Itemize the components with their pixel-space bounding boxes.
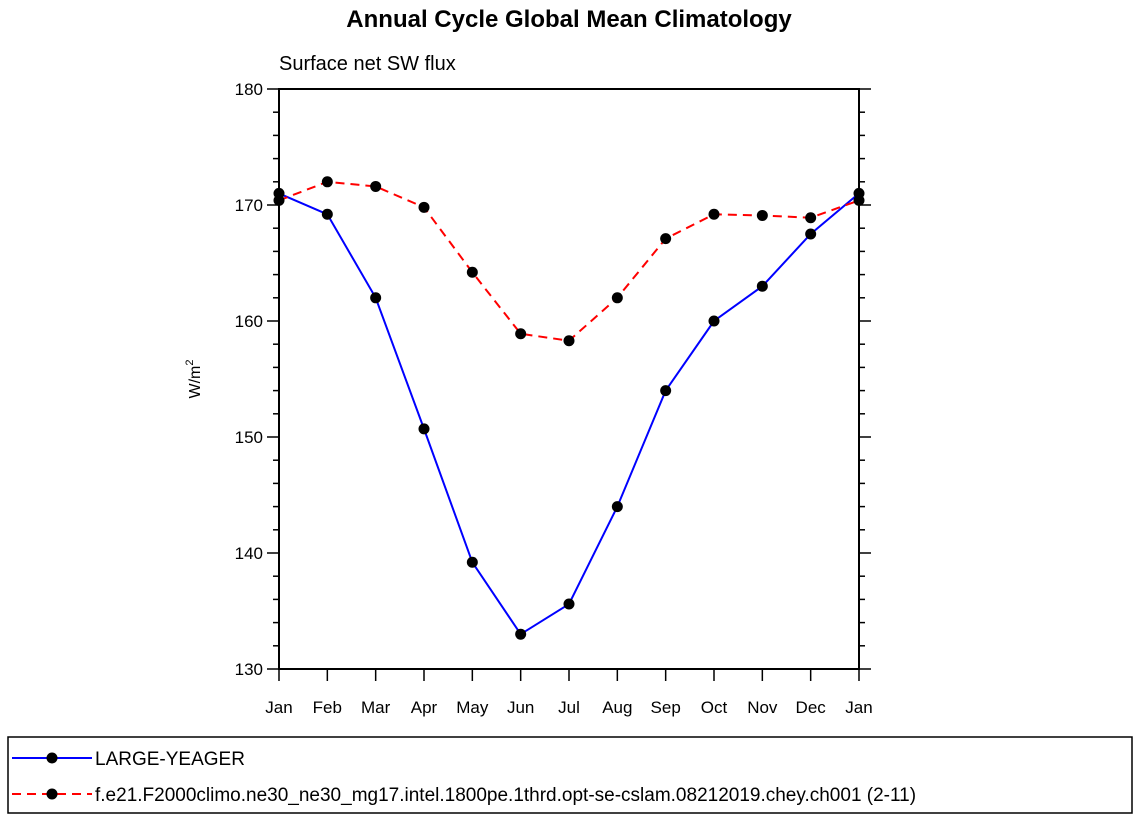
- series-2-point: [708, 208, 720, 220]
- series-line-2: [278, 180, 860, 342]
- y-axis-label: W/m2: [184, 360, 204, 399]
- series-2-point: [563, 335, 575, 347]
- series-1-point: [611, 501, 623, 513]
- series-2-point: [466, 266, 478, 278]
- series-1-point: [466, 556, 478, 568]
- x-tick-label: Feb: [313, 698, 342, 717]
- x-tick-label: Jun: [507, 698, 534, 717]
- x-tick-label: Aug: [602, 698, 632, 717]
- y-axis-label-text: W/m: [187, 366, 204, 399]
- y-tick-label: 180: [235, 80, 263, 99]
- series-2-point: [805, 212, 817, 224]
- legend-box: [7, 736, 1133, 814]
- y-tick-label: 160: [235, 312, 263, 331]
- x-tick-label: Jul: [558, 698, 580, 717]
- series-2-point: [418, 201, 430, 213]
- x-tick-label: Nov: [747, 698, 778, 717]
- y-tick-label: 150: [235, 428, 263, 447]
- series-2-point: [660, 233, 672, 245]
- y-axis-label-superscript: 2: [184, 360, 196, 366]
- plot-frame: [278, 88, 860, 670]
- series-2-point: [756, 209, 768, 221]
- legend-marker-1: [46, 752, 58, 764]
- y-tick-label: 130: [235, 660, 263, 679]
- series-1-point: [660, 385, 672, 397]
- series-2-point: [321, 176, 333, 188]
- x-tick-label: Dec: [796, 698, 827, 717]
- series-1-point: [321, 208, 333, 220]
- chart-subtitle: Surface net SW flux: [279, 53, 456, 75]
- legend-marker-2: [46, 788, 58, 800]
- x-tick-label: Mar: [361, 698, 391, 717]
- x-tick-label: May: [456, 698, 489, 717]
- series-1-point: [563, 598, 575, 610]
- chart-title: Annual Cycle Global Mean Climatology: [346, 6, 792, 33]
- x-tick-label: Sep: [651, 698, 681, 717]
- series-line-1: [278, 192, 860, 636]
- series-1-point: [370, 292, 382, 304]
- x-tick-label: Jan: [265, 698, 292, 717]
- x-tick-label: Jan: [845, 698, 872, 717]
- series-1-point: [805, 228, 817, 240]
- series-2-point: [273, 194, 285, 206]
- x-tick-label: Oct: [701, 698, 728, 717]
- series-1-point: [756, 280, 768, 292]
- x-tick-label: Apr: [411, 698, 438, 717]
- series-1-point: [708, 315, 720, 327]
- series-2-point: [853, 194, 865, 206]
- series-1-point: [418, 423, 430, 435]
- series-2-point: [611, 292, 623, 304]
- legend-label-2: f.e21.F2000climo.ne30_ne30_mg17.intel.18…: [95, 785, 916, 806]
- series-2-point: [515, 328, 527, 340]
- y-tick-label: 140: [235, 544, 263, 563]
- legend-label-1: LARGE-YEAGER: [95, 749, 245, 770]
- series-1-point: [515, 628, 527, 640]
- series-2-point: [370, 180, 382, 192]
- y-tick-label: 170: [235, 196, 263, 215]
